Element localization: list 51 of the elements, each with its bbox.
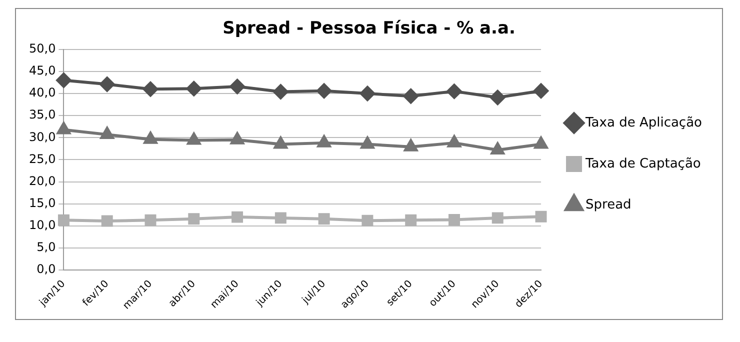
y-tick-label: 50,0 <box>29 42 56 56</box>
point <box>100 76 115 92</box>
point <box>362 214 374 226</box>
y-tick-label: 45,0 <box>29 64 56 78</box>
legend-label: Spread <box>586 197 632 212</box>
point <box>58 214 70 226</box>
point <box>144 214 156 226</box>
point <box>188 213 200 225</box>
point <box>273 84 288 100</box>
y-tick-label: 30,0 <box>29 130 56 144</box>
point <box>403 88 418 104</box>
point <box>143 82 158 97</box>
point <box>274 212 286 224</box>
point <box>101 215 113 227</box>
point <box>446 84 462 99</box>
y-tick-label: 40,0 <box>29 86 56 100</box>
point <box>490 90 506 105</box>
point <box>490 142 504 154</box>
point <box>404 139 418 152</box>
point <box>274 136 288 149</box>
point <box>448 135 461 148</box>
point <box>360 136 374 149</box>
point <box>534 83 549 98</box>
point <box>232 211 244 223</box>
y-tick-label: 20,0 <box>29 174 56 188</box>
point <box>144 132 158 144</box>
point <box>186 81 202 96</box>
y-tick-label: 5,0 <box>36 240 56 254</box>
point <box>100 127 114 140</box>
point <box>187 132 201 145</box>
point <box>492 212 504 224</box>
chart-title: Spread - Pessoa Física - % a.a. <box>222 18 516 39</box>
point <box>57 122 70 134</box>
point <box>534 136 548 149</box>
point <box>448 214 460 226</box>
point <box>230 132 244 144</box>
point <box>360 86 375 102</box>
point <box>56 72 72 88</box>
point <box>405 214 417 226</box>
point <box>316 83 332 98</box>
point <box>535 210 547 222</box>
legend-label: Taxa de Aplicação <box>584 115 702 130</box>
point <box>317 135 331 148</box>
y-tick-label: 25,0 <box>29 152 56 166</box>
y-tick-label: 10,0 <box>29 218 56 232</box>
y-tick-label: 35,0 <box>29 108 56 122</box>
point <box>318 213 330 225</box>
point <box>230 78 245 94</box>
y-tick-label: 15,0 <box>29 196 56 210</box>
y-tick-label: 0,0 <box>36 262 56 276</box>
legend-label: Taxa de Captação <box>584 156 701 172</box>
